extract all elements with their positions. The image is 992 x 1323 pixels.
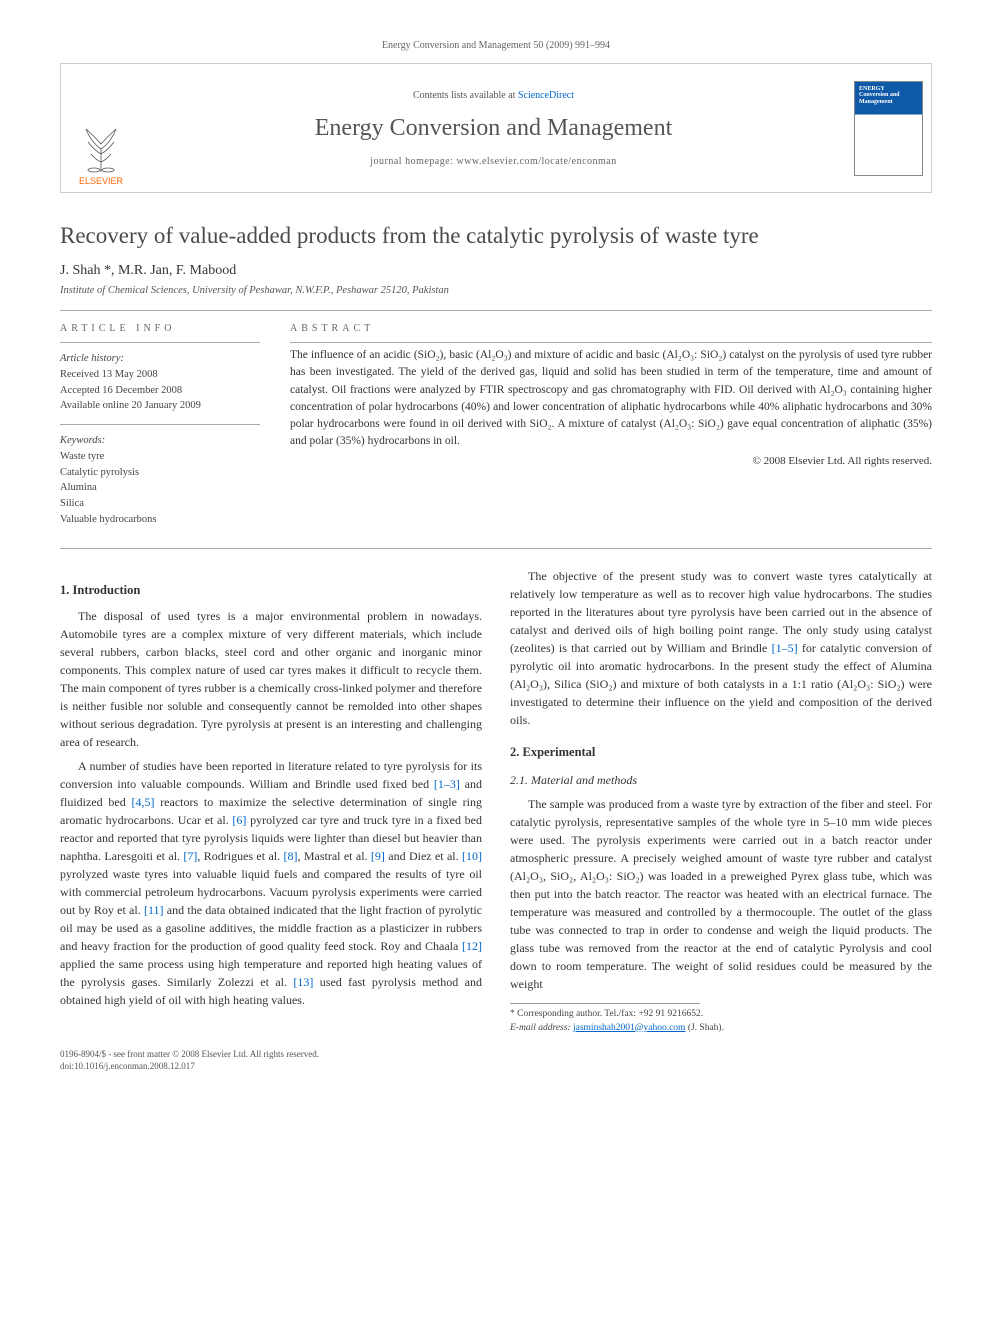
email-link[interactable]: jasminshah2001@yahoo.com xyxy=(573,1023,685,1033)
intro-paragraph-3: The objective of the present study was t… xyxy=(510,567,932,729)
received-date: Received 13 May 2008 xyxy=(60,367,260,383)
abstract-column: ABSTRACT The influence of an acidic (SiO… xyxy=(290,315,932,528)
journal-title: Energy Conversion and Management xyxy=(315,115,672,142)
homepage-prefix: journal homepage: xyxy=(370,156,456,167)
authors-line: J. Shah *, M.R. Jan, F. Mabood xyxy=(60,263,932,279)
text-span: , Rodrigues et al. xyxy=(197,849,283,863)
footnote-separator xyxy=(510,1003,700,1004)
email-line: E-mail address: jasminshah2001@yahoo.com… xyxy=(510,1022,932,1035)
article-info-column: ARTICLE INFO Article history: Received 1… xyxy=(60,315,260,528)
text-span: , Mastral et al. xyxy=(297,849,370,863)
cover-title-3: Management xyxy=(859,99,893,105)
abstract-head: ABSTRACT xyxy=(290,323,932,334)
keyword: Waste tyre xyxy=(60,449,260,465)
materials-heading: 2.1. Material and methods xyxy=(510,771,932,789)
experimental-heading: 2. Experimental xyxy=(510,743,932,762)
keywords-block: Keywords: Waste tyre Catalytic pyrolysis… xyxy=(60,433,260,528)
reference-link[interactable]: [12] xyxy=(462,939,482,953)
intro-paragraph-1: The disposal of used tyres is a major en… xyxy=(60,607,482,751)
corresponding-author: * Corresponding author. Tel./fax: +92 91… xyxy=(510,1008,932,1021)
journal-cover-thumbnail: ENERGY Conversion and Management xyxy=(854,81,923,176)
abstract-text: The influence of an acidic (SiO₂), basic… xyxy=(290,347,932,451)
intro-paragraph-2: A number of studies have been reported i… xyxy=(60,757,482,1009)
journal-homepage-line: journal homepage: www.elsevier.com/locat… xyxy=(370,156,617,167)
email-suffix: (J. Shah). xyxy=(685,1023,724,1033)
page-footer: 0196-8904/$ - see front matter © 2008 El… xyxy=(60,1049,932,1072)
cover-title-1: ENERGY xyxy=(859,86,885,92)
reference-link[interactable]: [11] xyxy=(144,903,164,917)
info-abstract-row: ARTICLE INFO Article history: Received 1… xyxy=(60,315,932,528)
reference-link[interactable]: [7] xyxy=(183,849,197,863)
publisher-label: ELSEVIER xyxy=(79,176,123,186)
affiliation: Institute of Chemical Sciences, Universi… xyxy=(60,285,932,296)
keyword: Valuable hydrocarbons xyxy=(60,512,260,528)
cover-thumbnail-cell: ENERGY Conversion and Management xyxy=(846,64,931,192)
text-span: A number of studies have been reported i… xyxy=(60,759,482,791)
materials-paragraph-1: The sample was produced from a waste tyr… xyxy=(510,795,932,993)
keyword: Catalytic pyrolysis xyxy=(60,465,260,481)
elsevier-tree-icon xyxy=(76,114,126,174)
contents-available-line: Contents lists available at ScienceDirec… xyxy=(413,90,574,101)
keyword: Silica xyxy=(60,496,260,512)
footer-copyright: 0196-8904/$ - see front matter © 2008 El… xyxy=(60,1049,932,1061)
reference-link[interactable]: [6] xyxy=(232,813,246,827)
page-container: Energy Conversion and Management 50 (200… xyxy=(0,0,992,1112)
reference-link[interactable]: [13] xyxy=(293,975,313,989)
sciencedirect-link[interactable]: ScienceDirect xyxy=(518,90,574,101)
body-two-column: 1. Introduction The disposal of used tyr… xyxy=(60,567,932,1035)
intro-heading: 1. Introduction xyxy=(60,581,482,600)
divider xyxy=(60,342,260,343)
journal-header-box: ELSEVIER Contents lists available at Sci… xyxy=(60,63,932,193)
footnote-block: * Corresponding author. Tel./fax: +92 91… xyxy=(510,1008,932,1035)
divider xyxy=(60,548,932,549)
abstract-copyright: © 2008 Elsevier Ltd. All rights reserved… xyxy=(290,455,932,467)
footer-doi: doi:10.1016/j.enconman.2008.12.017 xyxy=(60,1061,932,1073)
email-label: E-mail address: xyxy=(510,1023,573,1033)
running-head: Energy Conversion and Management 50 (200… xyxy=(60,40,932,51)
reference-link[interactable]: [10] xyxy=(462,849,482,863)
article-history-block: Article history: Received 13 May 2008 Ac… xyxy=(60,351,260,414)
accepted-date: Accepted 16 December 2008 xyxy=(60,383,260,399)
online-date: Available online 20 January 2009 xyxy=(60,398,260,414)
cover-title-2: Conversion and xyxy=(859,92,900,98)
reference-link[interactable]: [9] xyxy=(371,849,385,863)
publisher-logo-cell: ELSEVIER xyxy=(61,64,141,192)
divider xyxy=(60,424,260,425)
divider xyxy=(60,310,932,311)
history-label: Article history: xyxy=(60,351,260,367)
text-span: and Diez et al. xyxy=(385,849,462,863)
article-title: Recovery of value-added products from th… xyxy=(60,223,932,249)
reference-link[interactable]: [1–5] xyxy=(772,641,798,655)
journal-center: Contents lists available at ScienceDirec… xyxy=(141,64,846,192)
contents-prefix: Contents lists available at xyxy=(413,90,518,101)
reference-link[interactable]: [8] xyxy=(283,849,297,863)
keywords-label: Keywords: xyxy=(60,433,260,449)
keyword: Alumina xyxy=(60,480,260,496)
divider xyxy=(290,342,932,343)
article-info-head: ARTICLE INFO xyxy=(60,323,260,334)
reference-link[interactable]: [4,5] xyxy=(131,795,154,809)
homepage-url: www.elsevier.com/locate/enconman xyxy=(456,156,616,167)
reference-link[interactable]: [1–3] xyxy=(434,777,460,791)
